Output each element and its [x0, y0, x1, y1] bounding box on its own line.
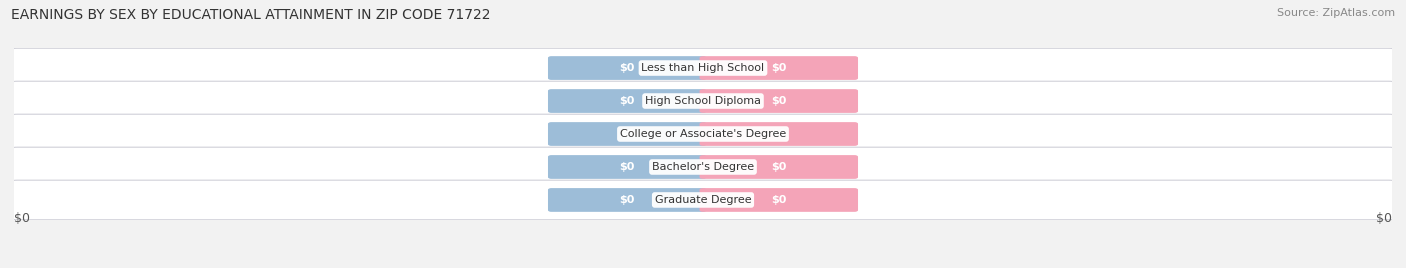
FancyBboxPatch shape — [548, 122, 706, 146]
Text: EARNINGS BY SEX BY EDUCATIONAL ATTAINMENT IN ZIP CODE 71722: EARNINGS BY SEX BY EDUCATIONAL ATTAINMEN… — [11, 8, 491, 22]
Text: $0: $0 — [620, 129, 636, 139]
Text: $0: $0 — [14, 212, 30, 225]
FancyBboxPatch shape — [7, 48, 1399, 88]
FancyBboxPatch shape — [548, 56, 706, 80]
FancyBboxPatch shape — [7, 180, 1399, 220]
Text: $0: $0 — [770, 129, 786, 139]
FancyBboxPatch shape — [700, 89, 858, 113]
Text: Bachelor's Degree: Bachelor's Degree — [652, 162, 754, 172]
Text: $0: $0 — [770, 63, 786, 73]
FancyBboxPatch shape — [700, 56, 858, 80]
Text: $0: $0 — [1376, 212, 1392, 225]
FancyBboxPatch shape — [548, 188, 706, 212]
FancyBboxPatch shape — [7, 114, 1399, 154]
FancyBboxPatch shape — [700, 155, 858, 179]
Text: High School Diploma: High School Diploma — [645, 96, 761, 106]
Text: $0: $0 — [620, 96, 636, 106]
Text: College or Associate's Degree: College or Associate's Degree — [620, 129, 786, 139]
FancyBboxPatch shape — [548, 155, 706, 179]
Text: Less than High School: Less than High School — [641, 63, 765, 73]
FancyBboxPatch shape — [700, 122, 858, 146]
Text: $0: $0 — [770, 195, 786, 205]
Text: Source: ZipAtlas.com: Source: ZipAtlas.com — [1277, 8, 1395, 18]
FancyBboxPatch shape — [7, 81, 1399, 121]
FancyBboxPatch shape — [548, 89, 706, 113]
Text: $0: $0 — [620, 162, 636, 172]
Text: $0: $0 — [770, 96, 786, 106]
Text: Graduate Degree: Graduate Degree — [655, 195, 751, 205]
FancyBboxPatch shape — [700, 188, 858, 212]
Text: $0: $0 — [620, 63, 636, 73]
Text: $0: $0 — [620, 195, 636, 205]
FancyBboxPatch shape — [7, 147, 1399, 187]
Text: $0: $0 — [770, 162, 786, 172]
